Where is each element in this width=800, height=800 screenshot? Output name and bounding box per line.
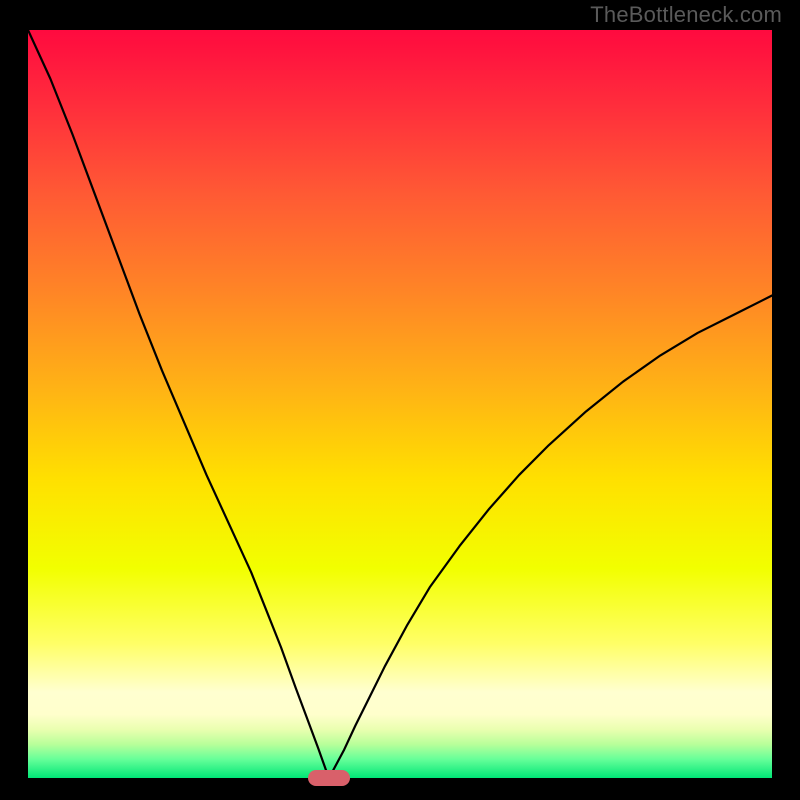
optimal-marker [308,770,350,786]
plot-svg [0,0,800,800]
gradient-background [28,30,772,778]
chart-stage: TheBottleneck.com [0,0,800,800]
